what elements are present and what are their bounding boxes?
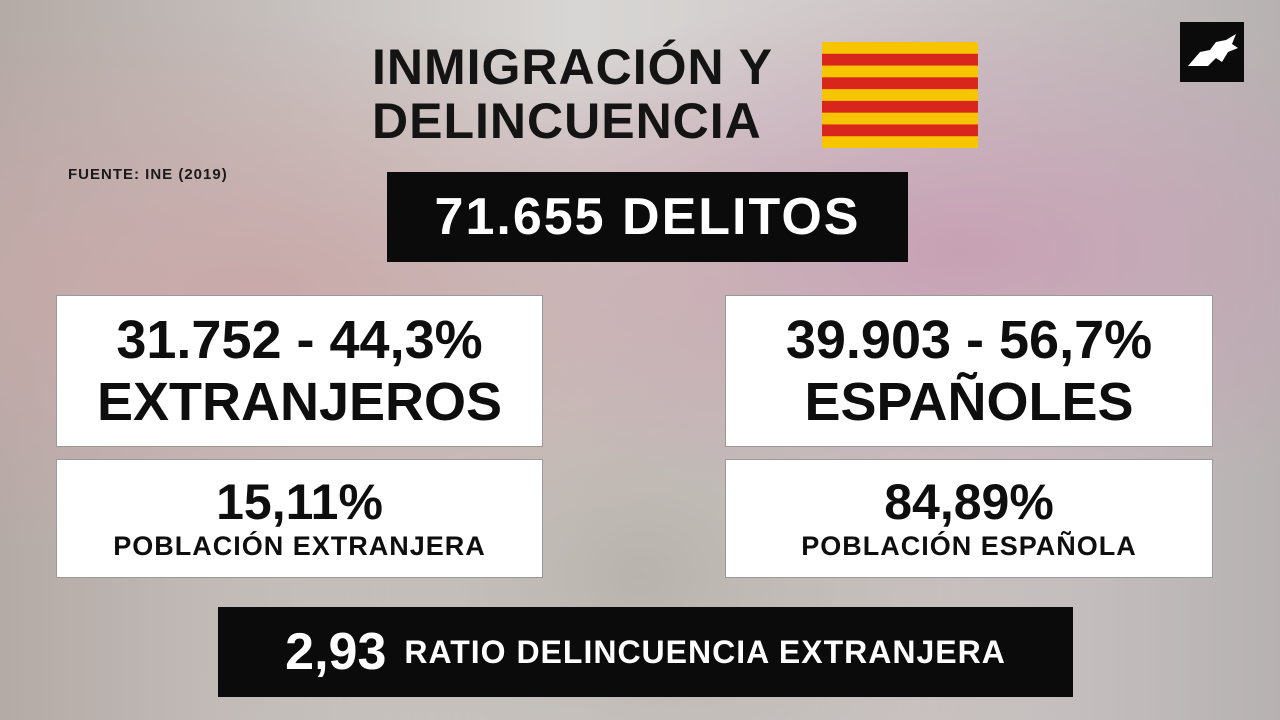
foreigners-population-label: POBLACIÓN EXTRANJERA [113, 530, 486, 561]
title: INMIGRACIÓN Y DELINCUENCIA [372, 40, 773, 148]
ratio-box: 2,93 RATIO DELINCUENCIA EXTRANJERA [218, 607, 1073, 697]
spaniards-box: 39.903 - 56,7% ESPAÑOLES [725, 295, 1213, 447]
logo [1180, 22, 1244, 82]
title-line: INMIGRACIÓN Y [372, 39, 773, 95]
ratio-label: RATIO DELINCUENCIA EXTRANJERA [404, 633, 1006, 670]
foreigners-population-share: 15,11% [216, 473, 383, 530]
spaniards-population-label: POBLACIÓN ESPAÑOLA [801, 530, 1137, 561]
total: 71.655 DELITOS [434, 188, 861, 246]
total-box: 71.655 DELITOS [387, 172, 908, 262]
spaniards-population-box: 84,89% POBLACIÓN ESPAÑOLA [725, 459, 1213, 578]
foreigners-population-box: 15,11% POBLACIÓN EXTRANJERA [56, 459, 543, 578]
foreigners-label: EXTRANJEROS [96, 372, 503, 432]
spaniards-label: ESPAÑOLES [804, 372, 1134, 432]
spaniards-count: 39.903 - 56,7% [785, 310, 1153, 370]
catalan-flag [822, 42, 978, 148]
spaniards-population-share: 84,89% [884, 473, 1054, 530]
source: FUENTE: INE (2019) [68, 166, 228, 183]
ratio-value: 2,93 [285, 623, 387, 681]
foreigners-box: 31.752 - 44,3% EXTRANJEROS [56, 295, 543, 447]
foreigners-count: 31.752 - 44,3% [116, 310, 483, 370]
title-line: DELINCUENCIA [372, 93, 762, 149]
